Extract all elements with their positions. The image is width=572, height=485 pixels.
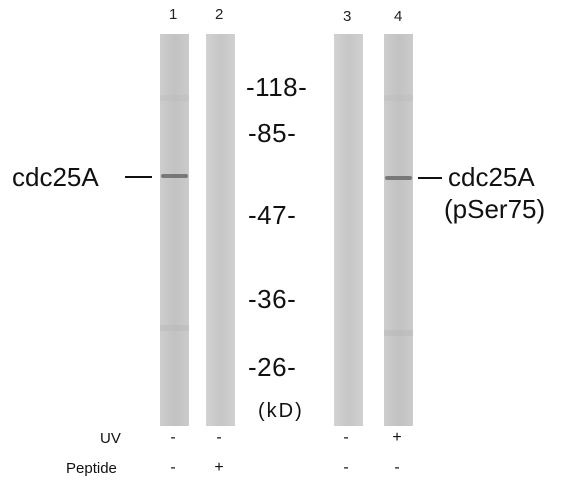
band-pointer-left bbox=[125, 176, 152, 178]
band-label-left: cdc25A bbox=[12, 162, 99, 192]
peptide-sign-lane-1: - bbox=[170, 459, 176, 476]
lane-2 bbox=[206, 34, 235, 426]
uv-sign-lane-3: - bbox=[343, 429, 349, 446]
marker-85: -85- bbox=[248, 118, 297, 148]
row-label-uv: UV bbox=[100, 430, 121, 447]
peptide-sign-lane-4: - bbox=[394, 459, 400, 476]
lane-number-1: 1 bbox=[169, 6, 178, 23]
lane-3 bbox=[334, 34, 363, 426]
band-lane-1 bbox=[161, 174, 188, 178]
lane-4-smudge bbox=[384, 330, 413, 336]
lane-4 bbox=[384, 34, 413, 426]
marker-26: -26- bbox=[248, 352, 297, 382]
band-lane-4 bbox=[385, 176, 412, 180]
band-label-right: cdc25A bbox=[448, 162, 535, 192]
marker-36: -36- bbox=[248, 284, 297, 314]
marker-118: -118- bbox=[246, 72, 308, 102]
peptide-sign-lane-3: - bbox=[343, 459, 349, 476]
row-label-peptide: Peptide bbox=[66, 460, 117, 477]
uv-sign-lane-4: + bbox=[392, 429, 402, 446]
band-sublabel-right: (pSer75) bbox=[444, 194, 546, 224]
lane-1 bbox=[160, 34, 189, 426]
lane-1-smudge bbox=[160, 325, 189, 331]
marker-47: -47- bbox=[248, 200, 297, 230]
lane-1-smudge bbox=[160, 95, 189, 101]
lane-number-3: 3 bbox=[343, 8, 352, 25]
unit-label: (kD) bbox=[258, 400, 304, 422]
band-pointer-right bbox=[418, 177, 442, 179]
peptide-sign-lane-2: + bbox=[214, 459, 224, 476]
uv-sign-lane-1: - bbox=[170, 429, 176, 446]
uv-sign-lane-2: - bbox=[216, 429, 222, 446]
lane-4-smudge bbox=[384, 95, 413, 101]
lane-number-2: 2 bbox=[215, 6, 224, 23]
lane-number-4: 4 bbox=[394, 8, 403, 25]
